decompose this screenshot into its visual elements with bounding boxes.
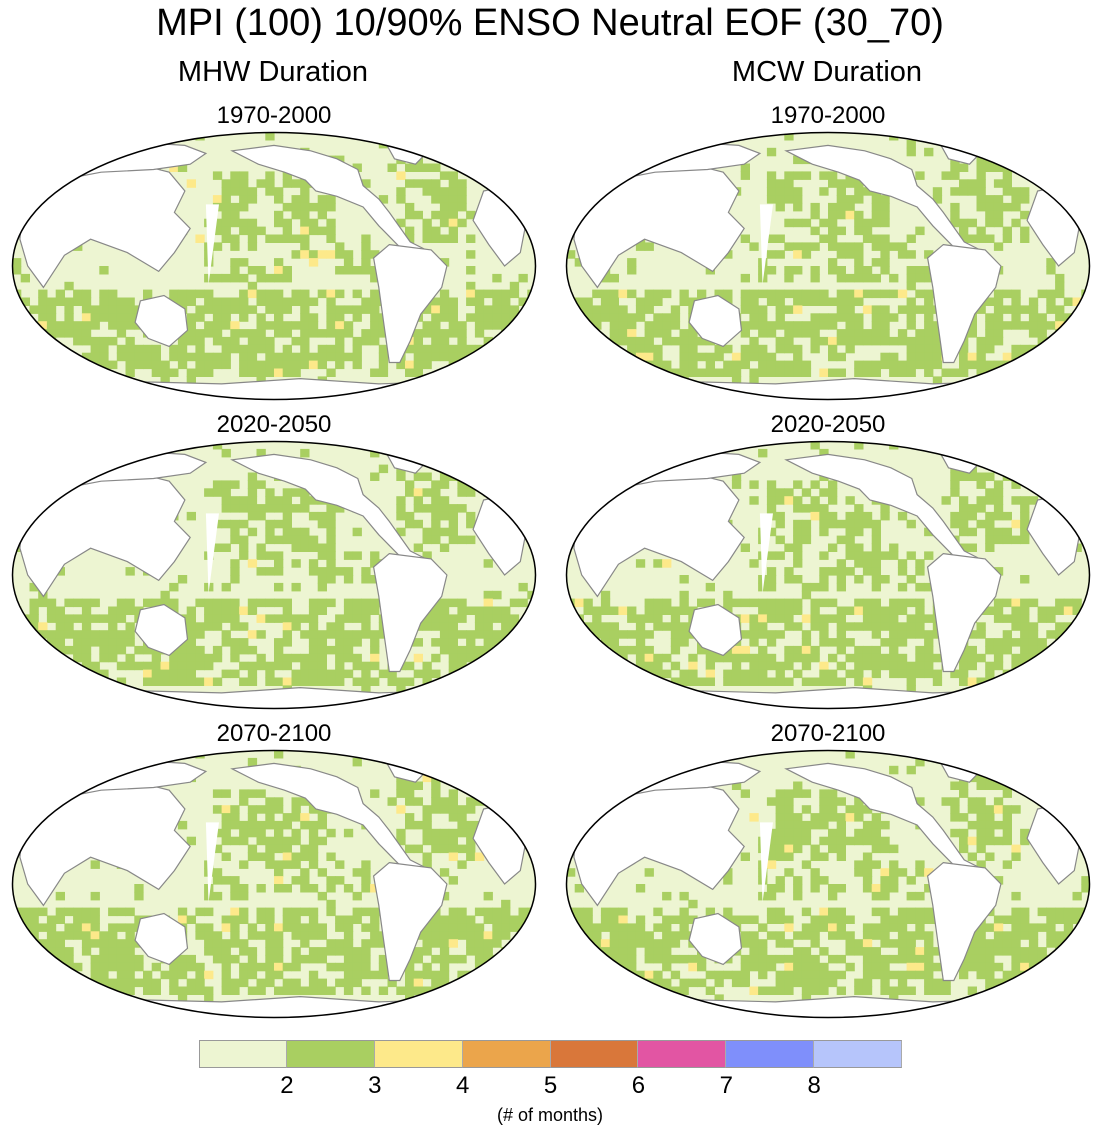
colorbar-tick-label: 3 xyxy=(368,1072,382,1099)
map-outline xyxy=(565,131,1091,401)
panel-title: 2020-2050 xyxy=(770,411,886,438)
land-australia xyxy=(688,603,743,657)
map-panel xyxy=(11,131,537,401)
missing-data-wedge xyxy=(759,822,773,903)
missing-data-wedge xyxy=(205,204,219,285)
land-antarctica xyxy=(52,995,510,1018)
ocean-field xyxy=(566,750,1090,1018)
map-outline xyxy=(565,440,1091,710)
land-antarctica xyxy=(606,377,1064,400)
map-outline xyxy=(11,131,537,401)
map-outline xyxy=(11,440,537,710)
colorbar-box xyxy=(638,1040,727,1068)
colorbar-tick-label: 7 xyxy=(719,1072,733,1099)
panel-title: 2070-2100 xyxy=(216,720,332,747)
colorbar xyxy=(199,1040,902,1070)
land-samerica xyxy=(926,861,1002,982)
ocean-field xyxy=(566,441,1090,709)
figure-title: MPI (100) 10/90% ENSO Neutral EOF (30_70… xyxy=(156,2,944,44)
land-antarctica xyxy=(606,995,1064,1018)
colorbar-tick-label: 6 xyxy=(631,1072,646,1099)
land-australia xyxy=(134,294,189,348)
colorbar-tick-label: 5 xyxy=(543,1072,558,1099)
column-title-mhw: MHW Duration xyxy=(177,56,369,88)
land-samerica xyxy=(372,243,448,364)
colorbar-units: (# of months) xyxy=(496,1105,604,1125)
map-panel xyxy=(565,131,1091,401)
land-australia xyxy=(134,912,189,966)
map-panel xyxy=(11,749,537,1019)
land-antarctica xyxy=(52,686,510,709)
land-samerica xyxy=(372,552,448,673)
colorbar-box xyxy=(726,1040,815,1068)
map-outline xyxy=(11,749,537,1019)
colorbar-box xyxy=(286,1040,375,1068)
colorbar-box xyxy=(199,1040,287,1068)
missing-data-wedge xyxy=(759,204,773,285)
colorbar-box xyxy=(550,1040,639,1068)
map-panel xyxy=(565,440,1091,710)
missing-data-wedge xyxy=(759,513,773,594)
land-antarctica xyxy=(606,686,1064,709)
map-outline xyxy=(565,749,1091,1019)
land-samerica xyxy=(372,861,448,982)
colorbar-box xyxy=(814,1040,902,1068)
land-antarctica xyxy=(52,377,510,400)
land-australia xyxy=(134,603,189,657)
colorbar-tick-label: 8 xyxy=(807,1072,821,1099)
map-panel xyxy=(11,440,537,710)
colorbar-box xyxy=(462,1040,551,1068)
ocean-field xyxy=(12,441,536,709)
panel-title: 1970-2000 xyxy=(216,102,332,129)
colorbar-tick-label: 2 xyxy=(280,1072,294,1099)
panel-title: 2070-2100 xyxy=(770,720,886,747)
land-australia xyxy=(688,294,743,348)
colorbar-box xyxy=(374,1040,463,1068)
land-australia xyxy=(688,912,743,966)
land-samerica xyxy=(926,243,1002,364)
missing-data-wedge xyxy=(205,822,219,903)
map-panel xyxy=(565,749,1091,1019)
colorbar-tick-label: 4 xyxy=(455,1072,470,1099)
land-samerica xyxy=(926,552,1002,673)
missing-data-wedge xyxy=(205,513,219,594)
panel-title: 2020-2050 xyxy=(216,411,332,438)
panel-title: 1970-2000 xyxy=(770,102,886,129)
column-title-mcw: MCW Duration xyxy=(731,56,923,88)
